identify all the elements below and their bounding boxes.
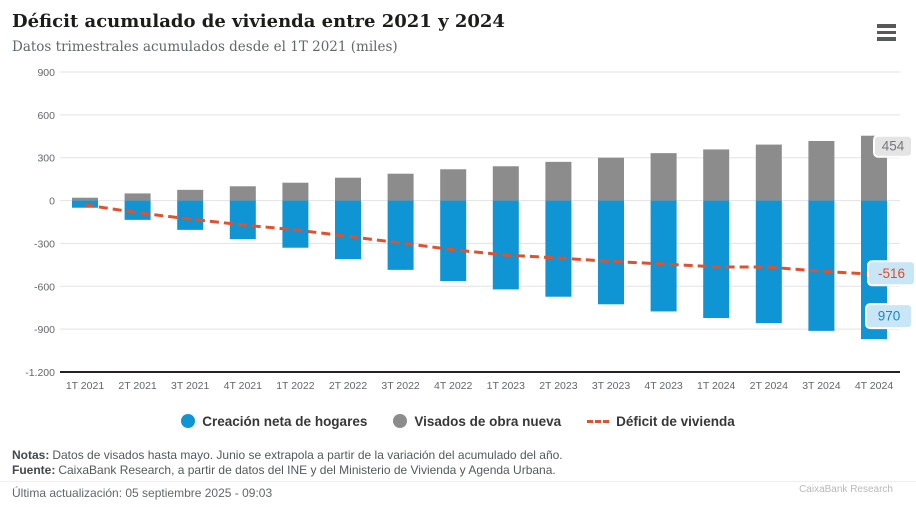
bar-creacion-neta-hogares[interactable] xyxy=(808,200,835,331)
deficit-line[interactable] xyxy=(84,203,875,276)
legend-item[interactable]: Creación neta de hogares xyxy=(181,414,367,429)
x-tick-label: 1T 2024 xyxy=(697,380,735,392)
bar-visados-obra-nueva[interactable] xyxy=(598,157,624,201)
brand-label: CaixaBank Research xyxy=(799,484,893,495)
y-tick-label: 600 xyxy=(37,110,55,122)
bar-visados-obra-nueva[interactable] xyxy=(72,197,98,201)
x-tick-label: 3T 2021 xyxy=(171,380,209,392)
bar-creacion-neta-hogares[interactable] xyxy=(545,200,572,297)
bar-creacion-neta-hogares[interactable] xyxy=(177,200,204,230)
x-tick-label: 4T 2021 xyxy=(224,380,262,392)
legend-circle-marker xyxy=(393,414,408,428)
bar-creacion-neta-hogares[interactable] xyxy=(124,200,151,220)
bar-visados-obra-nueva[interactable] xyxy=(440,169,467,201)
bar-visados-obra-nueva[interactable] xyxy=(755,144,782,201)
chart-plot: 900 600 300 0 -300 -600 -900 -1.200 1T 2021 2T 20… xyxy=(25,67,916,392)
bar-creacion-neta-hogares[interactable] xyxy=(440,200,467,281)
page-title: Déficit acumulado de vivienda entre 2021… xyxy=(12,11,505,32)
last-updated: Última actualización: 05 septiembre 2025… xyxy=(12,486,273,500)
bar-creacion-neta-hogares[interactable] xyxy=(282,200,309,248)
bar-creacion-neta-hogares[interactable] xyxy=(703,200,730,318)
x-tick-label: 1T 2023 xyxy=(487,380,525,392)
chart-source: Fuente: CaixaBank Research, a partir de d… xyxy=(12,463,556,477)
legend-label: Creación neta de hogares xyxy=(202,413,368,429)
end-label-box xyxy=(867,260,916,287)
legend-circle-marker xyxy=(181,414,196,428)
bar-creacion-neta-hogares[interactable] xyxy=(387,200,414,270)
bar-creacion-neta-hogares[interactable] xyxy=(72,200,98,208)
x-tick-label: 4T 2023 xyxy=(644,380,682,392)
x-tick-label: 1T 2022 xyxy=(276,380,314,392)
y-tick-label: 900 xyxy=(37,67,55,79)
end-label: -516 xyxy=(878,266,905,281)
legend-label: Visados de obra nueva xyxy=(414,413,562,429)
source-text: CaixaBank Research, a partir de datos de… xyxy=(58,463,556,477)
bar-visados-obra-nueva[interactable] xyxy=(124,193,151,201)
end-label-box xyxy=(873,134,913,158)
bar-visados-obra-nueva[interactable] xyxy=(282,182,309,201)
legend-label: Déficit de vivienda xyxy=(616,413,735,429)
bar-creacion-neta-hogares[interactable] xyxy=(755,200,782,324)
x-tick-label: 3T 2023 xyxy=(592,380,630,392)
y-tick-label: -900 xyxy=(34,324,55,336)
chart-notes: Notas: Datos de visados hasta mayo. Junio… xyxy=(12,448,563,462)
x-tick-label: 2T 2021 xyxy=(118,380,156,392)
bar-visados-obra-nueva[interactable] xyxy=(229,186,256,201)
bar-creacion-neta-hogares[interactable] xyxy=(229,200,256,240)
end-label: 970 xyxy=(878,309,901,324)
x-tick-label: 2T 2024 xyxy=(750,380,788,392)
x-tick-label: 2T 2022 xyxy=(329,380,367,392)
legend-dashed-line-marker xyxy=(587,419,610,423)
bar-visados-obra-nueva[interactable] xyxy=(177,189,204,201)
chart-subtitle: Datos trimestrales acumulados desde el 1… xyxy=(12,39,398,55)
chart-legend: Creación neta de hogares Visados de obra … xyxy=(0,408,916,434)
bar-visados-obra-nueva[interactable] xyxy=(650,153,677,201)
x-tick-label: 1T 2021 xyxy=(66,380,104,392)
legend-item[interactable]: Déficit de vivienda xyxy=(587,414,735,429)
x-tick-label: 3T 2022 xyxy=(381,380,419,392)
bar-creacion-neta-hogares[interactable] xyxy=(598,200,624,305)
bar-visados-obra-nueva[interactable] xyxy=(387,173,414,201)
bar-visados-obra-nueva[interactable] xyxy=(335,177,361,201)
end-label: 454 xyxy=(882,139,905,154)
x-tick-label: 4T 2022 xyxy=(434,380,472,392)
y-tick-label: -300 xyxy=(34,238,55,250)
hamburger-menu-icon[interactable] xyxy=(877,24,896,41)
bar-creacion-neta-hogares[interactable] xyxy=(650,200,677,312)
notes-text: Datos de visados hasta mayo. Junio se ex… xyxy=(52,448,563,462)
bar-creacion-neta-hogares[interactable] xyxy=(492,200,519,290)
divider xyxy=(0,481,916,482)
y-tick-label: 300 xyxy=(37,153,55,165)
x-tick-label: 4T 2024 xyxy=(855,380,893,392)
source-label: Fuente: xyxy=(12,463,56,477)
bar-visados-obra-nueva[interactable] xyxy=(545,161,572,201)
y-tick-label: 0 xyxy=(49,196,55,208)
bar-creacion-neta-hogares[interactable] xyxy=(335,200,361,260)
y-tick-label: -600 xyxy=(34,281,55,293)
bar-visados-obra-nueva[interactable] xyxy=(492,166,519,201)
bar-visados-obra-nueva[interactable] xyxy=(808,141,835,201)
y-tick-label: -1.200 xyxy=(25,367,55,379)
legend-item[interactable]: Visados de obra nueva xyxy=(393,414,561,429)
x-tick-label: 2T 2023 xyxy=(539,380,577,392)
end-label-box xyxy=(865,303,913,330)
x-tick-label: 3T 2024 xyxy=(802,380,840,392)
bar-visados-obra-nueva[interactable] xyxy=(703,149,730,201)
notes-label: Notas: xyxy=(12,448,50,462)
